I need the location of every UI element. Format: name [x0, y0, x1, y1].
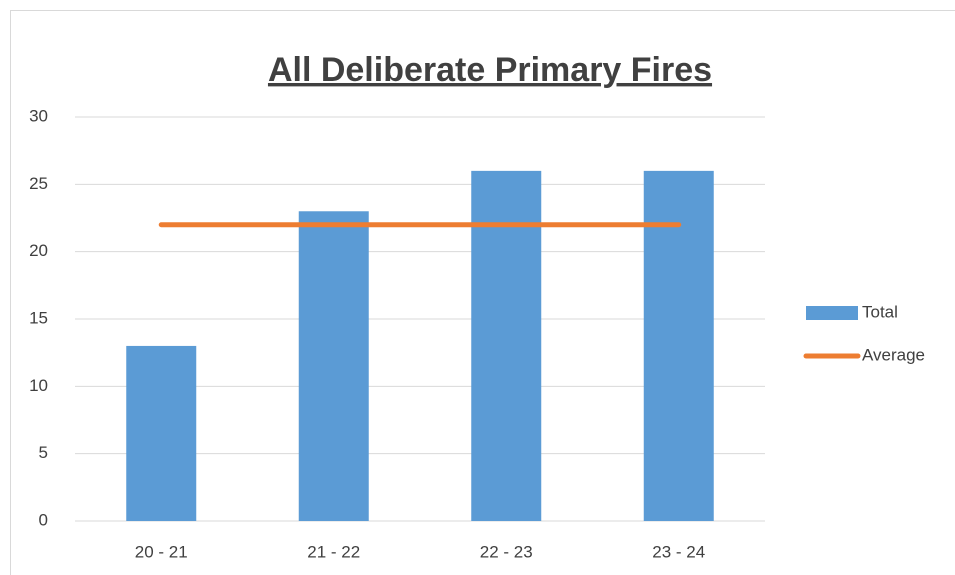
y-tick-label: 20 — [29, 241, 48, 260]
y-tick-label: 15 — [29, 308, 48, 327]
bar — [126, 345, 197, 521]
bar — [471, 170, 542, 521]
chart-title: All Deliberate Primary Fires — [268, 51, 712, 89]
legend-label: Average — [862, 345, 925, 364]
bar — [298, 211, 369, 521]
x-tick-label: 22 - 23 — [480, 542, 533, 561]
y-tick-label: 5 — [39, 443, 48, 462]
y-tick-label: 30 — [29, 106, 48, 125]
y-tick-label: 0 — [39, 510, 48, 529]
x-tick-label: 23 - 24 — [652, 542, 705, 561]
y-tick-label: 25 — [29, 174, 48, 193]
bar — [643, 170, 714, 521]
x-tick-label: 21 - 22 — [307, 542, 360, 561]
x-tick-label: 20 - 21 — [135, 542, 188, 561]
legend-swatch — [806, 306, 858, 320]
y-tick-label: 10 — [29, 376, 48, 395]
chart-frame — [10, 10, 955, 575]
legend-label: Total — [862, 302, 898, 321]
